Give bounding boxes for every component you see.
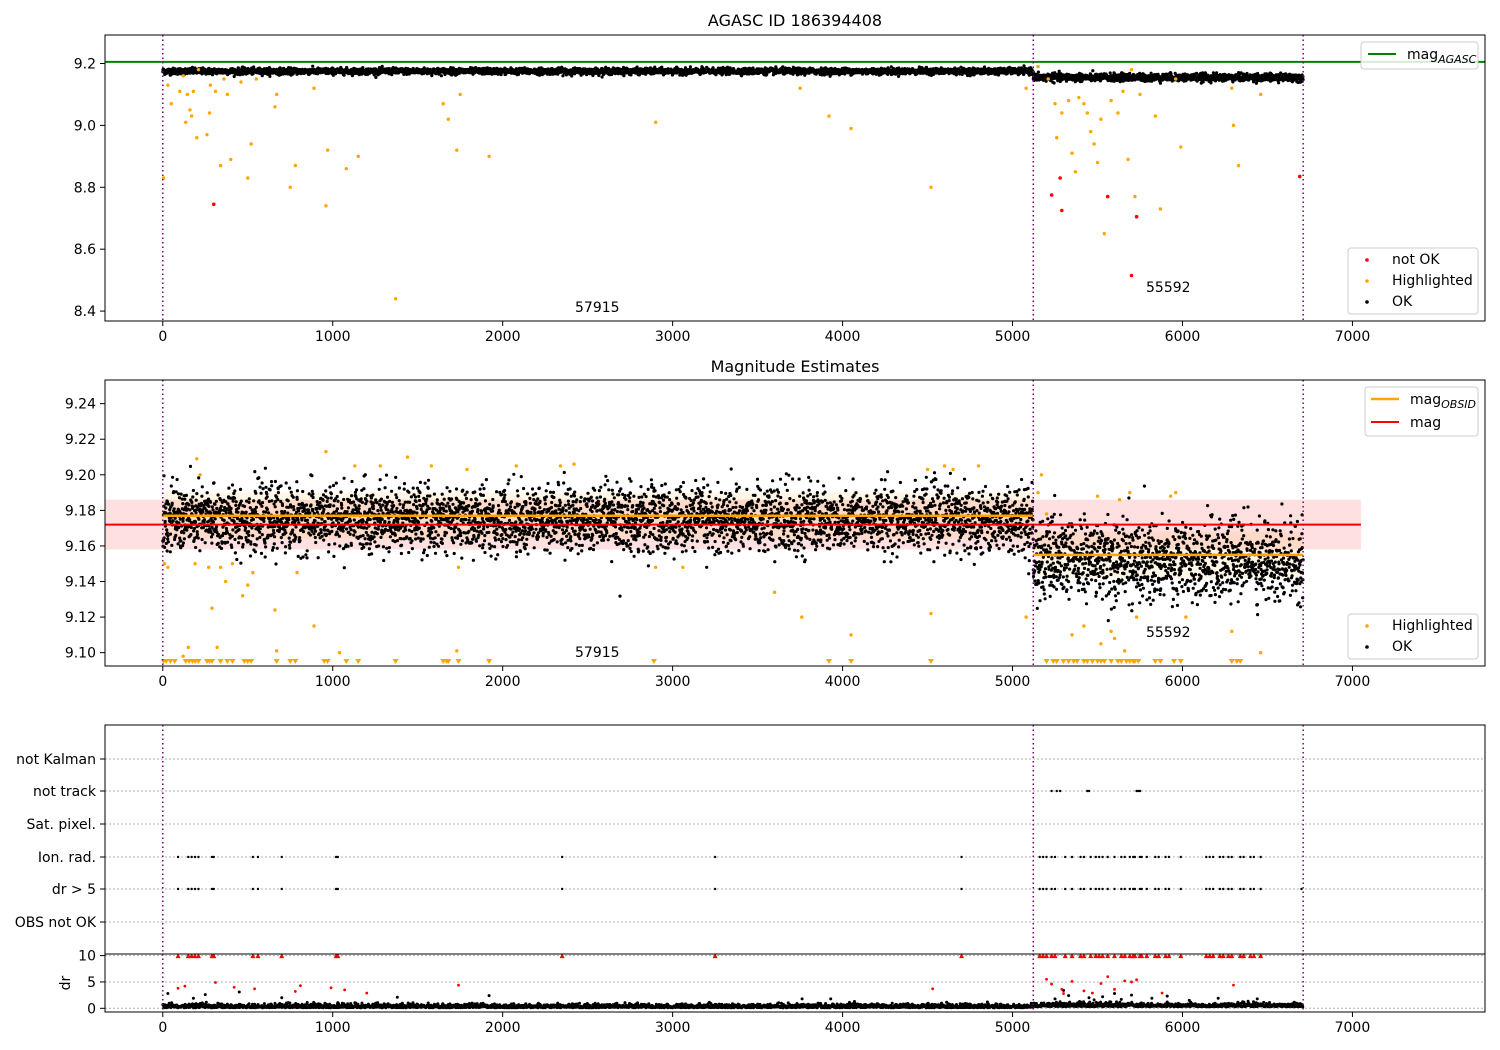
- ok-point: [439, 74, 443, 78]
- ok-point: [252, 65, 256, 69]
- ok-point: [499, 73, 503, 77]
- ok-point: [311, 64, 315, 68]
- ok-point: [390, 73, 394, 77]
- ok-point: [711, 66, 715, 70]
- panel-agasc-data-points: [105, 60, 1485, 301]
- ok-point: [342, 73, 346, 77]
- ok-point: [422, 66, 426, 70]
- ok-point: [402, 72, 406, 76]
- ok-point: [430, 74, 434, 78]
- ok-point: [268, 74, 272, 78]
- ok-point: [621, 65, 626, 70]
- ok-point: [622, 74, 626, 78]
- ok-point: [1036, 70, 1040, 74]
- ok-point: [635, 65, 639, 69]
- panel-agasc: AGASC ID 186394408 0 1000 2000 3000 4000 5000…: [74, 11, 1486, 345]
- ok-point: [1158, 81, 1163, 85]
- ok-point: [1091, 69, 1095, 73]
- ok-point: [380, 64, 384, 68]
- ok-point: [260, 74, 264, 78]
- panel-agasc-title: AGASC ID 186394408: [708, 11, 882, 30]
- ok-point: [437, 72, 441, 76]
- ok-point: [1052, 81, 1056, 85]
- ok-point: [600, 75, 604, 79]
- ok-point: [374, 75, 378, 79]
- ok-point: [1108, 71, 1112, 75]
- ok-point: [688, 65, 693, 69]
- ok-point: [561, 74, 565, 78]
- ok-point: [629, 73, 633, 77]
- ok-point: [361, 66, 365, 70]
- ok-point: [660, 65, 664, 69]
- ok-point: [1053, 71, 1057, 75]
